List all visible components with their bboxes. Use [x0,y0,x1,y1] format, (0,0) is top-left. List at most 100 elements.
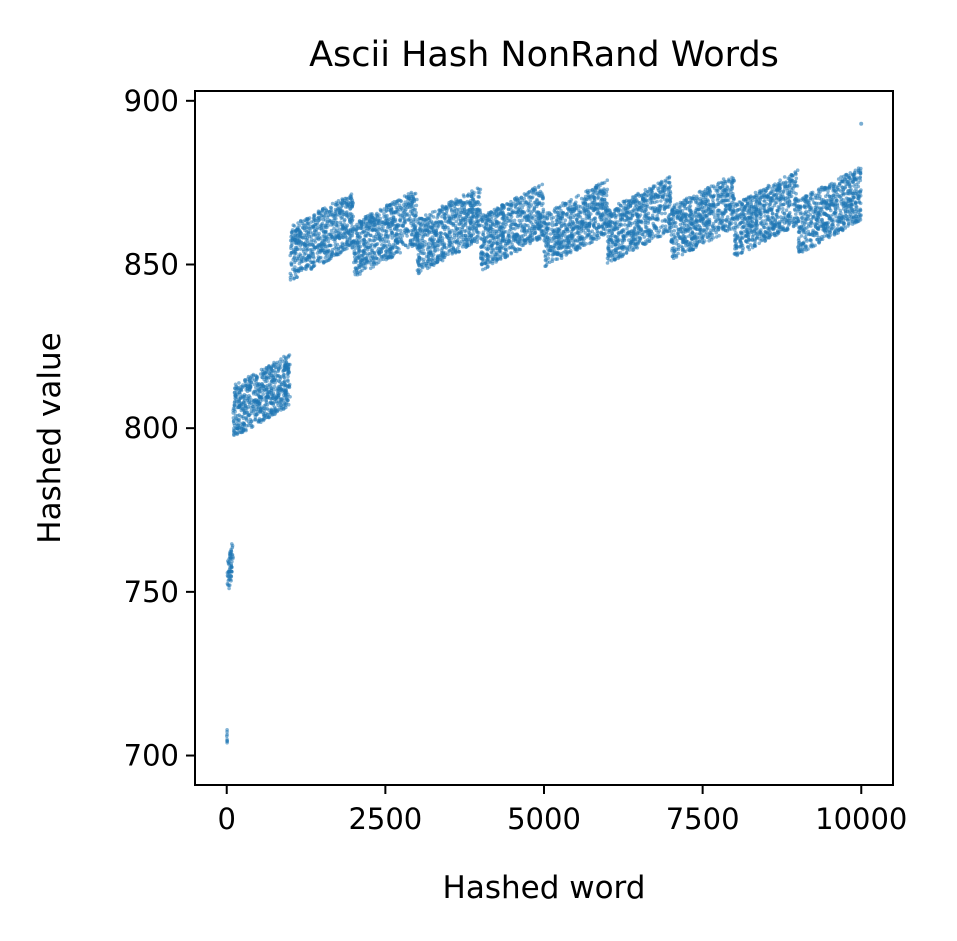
data-point [487,227,491,232]
data-point [323,244,328,249]
data-point [623,223,627,227]
data-point [263,379,268,384]
data-point [370,217,374,221]
data-point [463,229,467,234]
data-point [546,244,551,248]
data-point [302,255,306,260]
data-point [255,412,260,416]
data-point [306,254,311,258]
data-point [288,395,292,399]
data-point [240,406,245,411]
data-point [368,233,373,238]
data-point [464,215,468,220]
data-point [407,214,412,218]
data-point [483,213,488,218]
data-point [409,232,414,237]
data-point [377,250,382,255]
data-point [267,414,272,419]
data-point [430,222,435,227]
data-point [647,216,652,221]
data-point [502,215,506,220]
data-point [536,214,540,218]
data-point [546,256,550,261]
data-point [233,396,237,401]
data-point [338,214,342,218]
data-point [606,252,610,257]
data-point [245,384,249,389]
data-point [480,219,485,223]
data-point [448,206,453,210]
data-point [425,233,430,237]
data-point [530,195,535,199]
data-point [250,377,255,381]
data-point [233,431,238,436]
data-point [494,235,498,240]
data-point [267,365,271,369]
data-point [373,217,377,221]
data-point [630,197,634,202]
data-point [389,216,393,221]
data-point [360,226,365,231]
data-point [560,214,564,219]
data-point [308,248,313,252]
data-point [313,222,318,227]
data-point [358,260,363,264]
data-point [527,226,532,230]
data-point [297,224,301,228]
data-point [651,216,655,221]
data-point [248,417,252,422]
data-point [617,253,622,258]
data-point [527,189,532,194]
data-point [591,201,595,205]
data-point [597,211,601,215]
data-point [304,237,309,242]
data-points [225,121,864,745]
data-point [311,231,315,235]
data-point [660,224,665,228]
data-point [549,217,554,221]
data-point [502,238,506,243]
data-point [398,228,403,233]
data-point [654,226,659,230]
data-point [569,229,574,234]
data-point [637,204,641,208]
data-point [619,245,624,250]
data-point [498,254,502,259]
data-point [460,244,465,249]
data-point [596,231,600,235]
data-point [543,236,547,240]
data-point [440,204,445,208]
data-point [435,216,440,220]
data-point [372,235,376,239]
data-point [600,206,604,211]
data-point [389,210,394,215]
data-point [514,206,518,210]
data-point [400,213,405,218]
data-point [628,223,633,228]
data-point [225,730,229,734]
data-point [382,215,386,219]
data-point [656,211,661,215]
data-point [273,370,278,375]
data-point [468,216,472,221]
data-point [443,216,448,220]
data-point [600,197,605,202]
data-point [278,400,283,405]
data-point [374,256,379,261]
data-point [379,233,384,237]
data-point [302,266,307,271]
data-point [236,418,241,423]
data-point [352,255,357,259]
data-point [233,390,237,395]
data-point [355,226,360,230]
data-point [589,205,594,209]
data-point [666,220,671,224]
data-point [643,222,648,227]
data-point [453,250,458,254]
data-point [398,250,403,255]
data-point [593,195,597,200]
data-point [591,187,595,192]
data-point [472,239,477,243]
data-point [484,252,489,256]
data-point [643,242,647,247]
